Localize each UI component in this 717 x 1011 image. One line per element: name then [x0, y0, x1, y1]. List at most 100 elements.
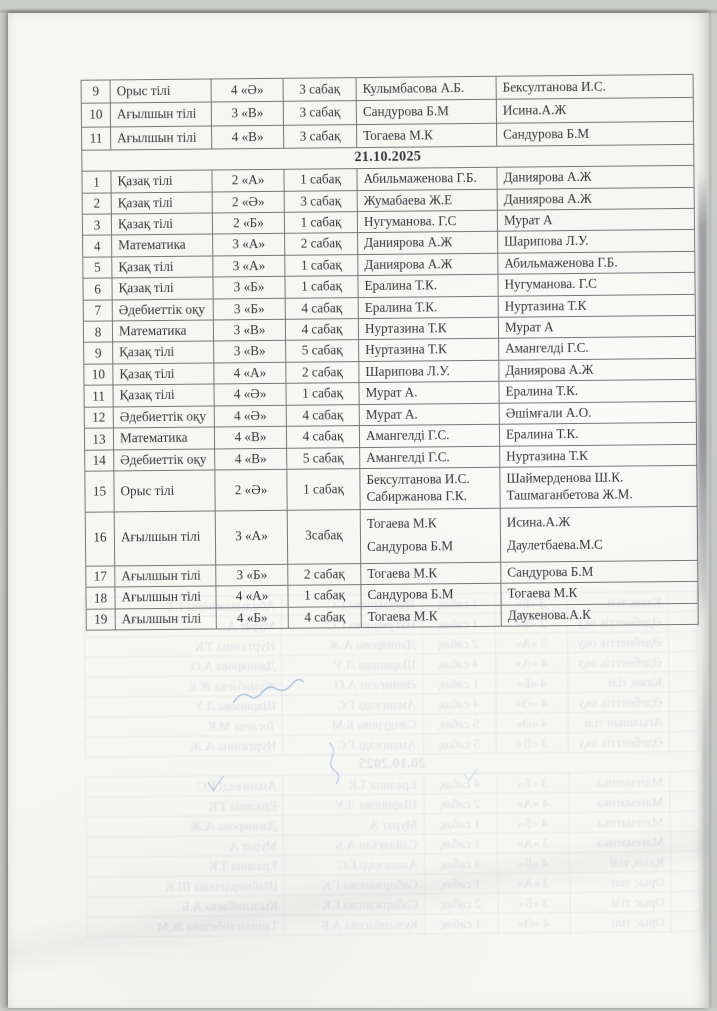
grade-cell: 4 «Ә»	[211, 78, 284, 103]
lesson-cell: 4 сабақ	[422, 653, 496, 674]
lesson-cell: 1 сабақ	[423, 813, 497, 834]
teacher-cell: Тогаева М.К	[360, 561, 501, 585]
row-number: 11	[83, 385, 114, 407]
observer-cell: Тогаева М.К	[85, 715, 283, 738]
teacher-cell: Амангелді Г.С.	[359, 424, 500, 448]
teacher-cell: Сайлаухан А.Б	[283, 833, 425, 856]
lesson-observation-table: 9 Орыс тілі 4 «Ә» 3 сабақ Кулымбасова А.…	[81, 74, 699, 631]
grade-cell: 3 «В»	[213, 340, 286, 363]
grade-cell: 2 «Б»	[212, 212, 285, 235]
teacher-cell: Жумабаева Ж.Е	[357, 188, 498, 212]
subject-cell: Ағылшын тілі	[110, 102, 212, 127]
row-number: 14	[84, 449, 114, 472]
row-number: 18	[85, 587, 116, 609]
row-number	[668, 691, 699, 712]
lesson-cell: 1 сабақ	[286, 468, 361, 511]
row-number: 19	[86, 608, 116, 631]
subject-cell: Математика	[568, 771, 670, 793]
teacher-cell: Абильмаженова Г.Б.	[356, 167, 498, 191]
lesson-cell: 2 сабақ	[421, 633, 496, 654]
lesson-cell: 5 сабақ	[286, 447, 360, 470]
lesson-cell: 5 сабақ	[285, 340, 359, 363]
grade-cell: 4 «В»	[211, 125, 284, 150]
subject-cell: Математика	[569, 831, 671, 853]
bleedthrough-date-row: 20.10.2025	[85, 751, 699, 778]
lesson-cell: 1 сабақ	[284, 275, 359, 298]
table-row: Математика 4 «Б» 1 сабақ Мурат А Данияро…	[86, 811, 700, 838]
observer-cell: Исина.А.Ж	[496, 97, 694, 124]
row-number	[670, 811, 700, 832]
row-number: 6	[82, 278, 113, 300]
teacher-cell: Кулымбасова А.Б.	[356, 76, 497, 102]
row-number	[669, 771, 699, 792]
row-number	[670, 891, 701, 912]
row-number: 2	[82, 192, 112, 215]
subject-cell: Математика	[112, 320, 214, 343]
subject-cell: Орыс тілі	[569, 911, 672, 933]
teacher-cell: Амангелді Г.С	[282, 733, 424, 756]
teacher-cell: Нугуманова. Г.С	[357, 210, 498, 234]
teacher-cell: Нуртазина Т.К	[358, 338, 499, 362]
lesson-cell: 1 сабақ	[422, 673, 496, 694]
observer-cell: Сандурова Б.М	[500, 560, 698, 584]
observer-cell: Даукенова.А.К	[501, 602, 699, 627]
teacher-cell: Даниярова А.Ж	[357, 253, 498, 276]
subject-cell: Математика	[113, 427, 215, 450]
grade-cell: 4 «Ә»	[497, 912, 571, 934]
row-number	[669, 731, 699, 752]
subject-cell: Қазақ тілі	[569, 851, 671, 873]
subject-cell: Әдебиеттік оқу	[113, 405, 215, 429]
grade-cell: 3 «А»	[215, 510, 288, 565]
row-number: 17	[85, 565, 115, 588]
teacher-cell: Шарипова Л.У	[281, 653, 423, 676]
lesson-cell: 4 сабақ	[424, 853, 498, 874]
grade-cell: 3 «А»	[496, 832, 570, 854]
grade-cell: 3 «А»	[212, 255, 285, 278]
row-number: 13	[84, 428, 114, 450]
teacher-cell: Амангелді Г.С	[283, 853, 425, 876]
teacher-cell: Сандурова Б.М	[356, 99, 497, 125]
grade-cell: 4 «А»	[215, 585, 289, 608]
teacher-cell: Ералина Т.К	[283, 773, 424, 796]
observer-cell: Мурат А	[497, 208, 695, 232]
teacher-cell: Мурат А	[283, 813, 424, 836]
observer-cell: Нугуманова. Г.С	[497, 272, 696, 296]
lesson-cell: 2 сабақ	[424, 893, 498, 914]
observer-cell: Шарипова Л.У.	[497, 229, 695, 254]
observer-cell: Ералина Т.К.	[499, 422, 697, 446]
table-section-previous-day: 9 Орыс тілі 4 «Ә» 3 сабақ Кулымбасова А.…	[81, 74, 694, 151]
table-row: Әдебиеттік оқу 3 «В» 5 сабақ Амангелді Г…	[85, 731, 699, 758]
grade-cell: 4 «Б»	[496, 812, 570, 834]
subject-cell: Ағылшын тілі	[114, 564, 216, 588]
subject-cell: Қазақ тілі	[567, 671, 669, 693]
lesson-cell: 2 сабақ	[287, 563, 361, 586]
grade-cell: 3 «Б»	[497, 892, 570, 914]
teacher-cell: Әшімғали А.О	[282, 673, 423, 696]
check-mark	[463, 768, 478, 783]
observer-cell: Ералина Т.К	[86, 855, 285, 878]
subject-cell: Әдебиеттік оқу	[568, 731, 670, 753]
grade-cell: 4 «Ә»	[495, 712, 569, 734]
teacher-cell: Тогаева М.К	[361, 604, 502, 628]
table-section-current-day: 1 Қазақ тілі 2 «А» 1 сабақ Абильмаженова…	[81, 165, 699, 631]
table-row: Математика 3 «Б» 4 сабақ Ералина Т.К Ама…	[85, 771, 699, 798]
scribble-mark	[232, 678, 305, 704]
subject-cell: Ағылшын тілі	[567, 711, 670, 733]
subject-cell: Қазақ тілі	[112, 362, 214, 386]
row-number	[670, 851, 700, 872]
observer-cell: Абильмаженова Г.Б.	[497, 251, 695, 275]
observer-cell: Ералина Т.К	[85, 795, 284, 818]
subject-cell: Математика	[568, 791, 671, 813]
lesson-cell: 1 сабақ	[424, 913, 498, 934]
observer-cell: Мурат А	[498, 315, 696, 339]
teacher-cell: Даниярова А.Ж	[281, 633, 423, 656]
lesson-cell: 3 сабақ	[283, 101, 357, 126]
subject-cell: Әдебиеттік оқу	[113, 448, 215, 471]
teacher-cell: Мурат А.	[359, 402, 500, 426]
page-content: Қазақ тілі 3 «Б» 1 сабақ Нугуманова Г.С …	[5, 10, 716, 1011]
table-row: 16 Ағылшын тілі 3 «А» 3сабақ Тогаева М.К…	[85, 506, 698, 566]
subject-cell: Орыс тілі	[110, 78, 212, 104]
observer-cell: Шарипова Л.У	[84, 695, 283, 718]
table-row: Математика 3 «А» 1 сабақ Сайлаухан А.Б М…	[86, 831, 700, 858]
